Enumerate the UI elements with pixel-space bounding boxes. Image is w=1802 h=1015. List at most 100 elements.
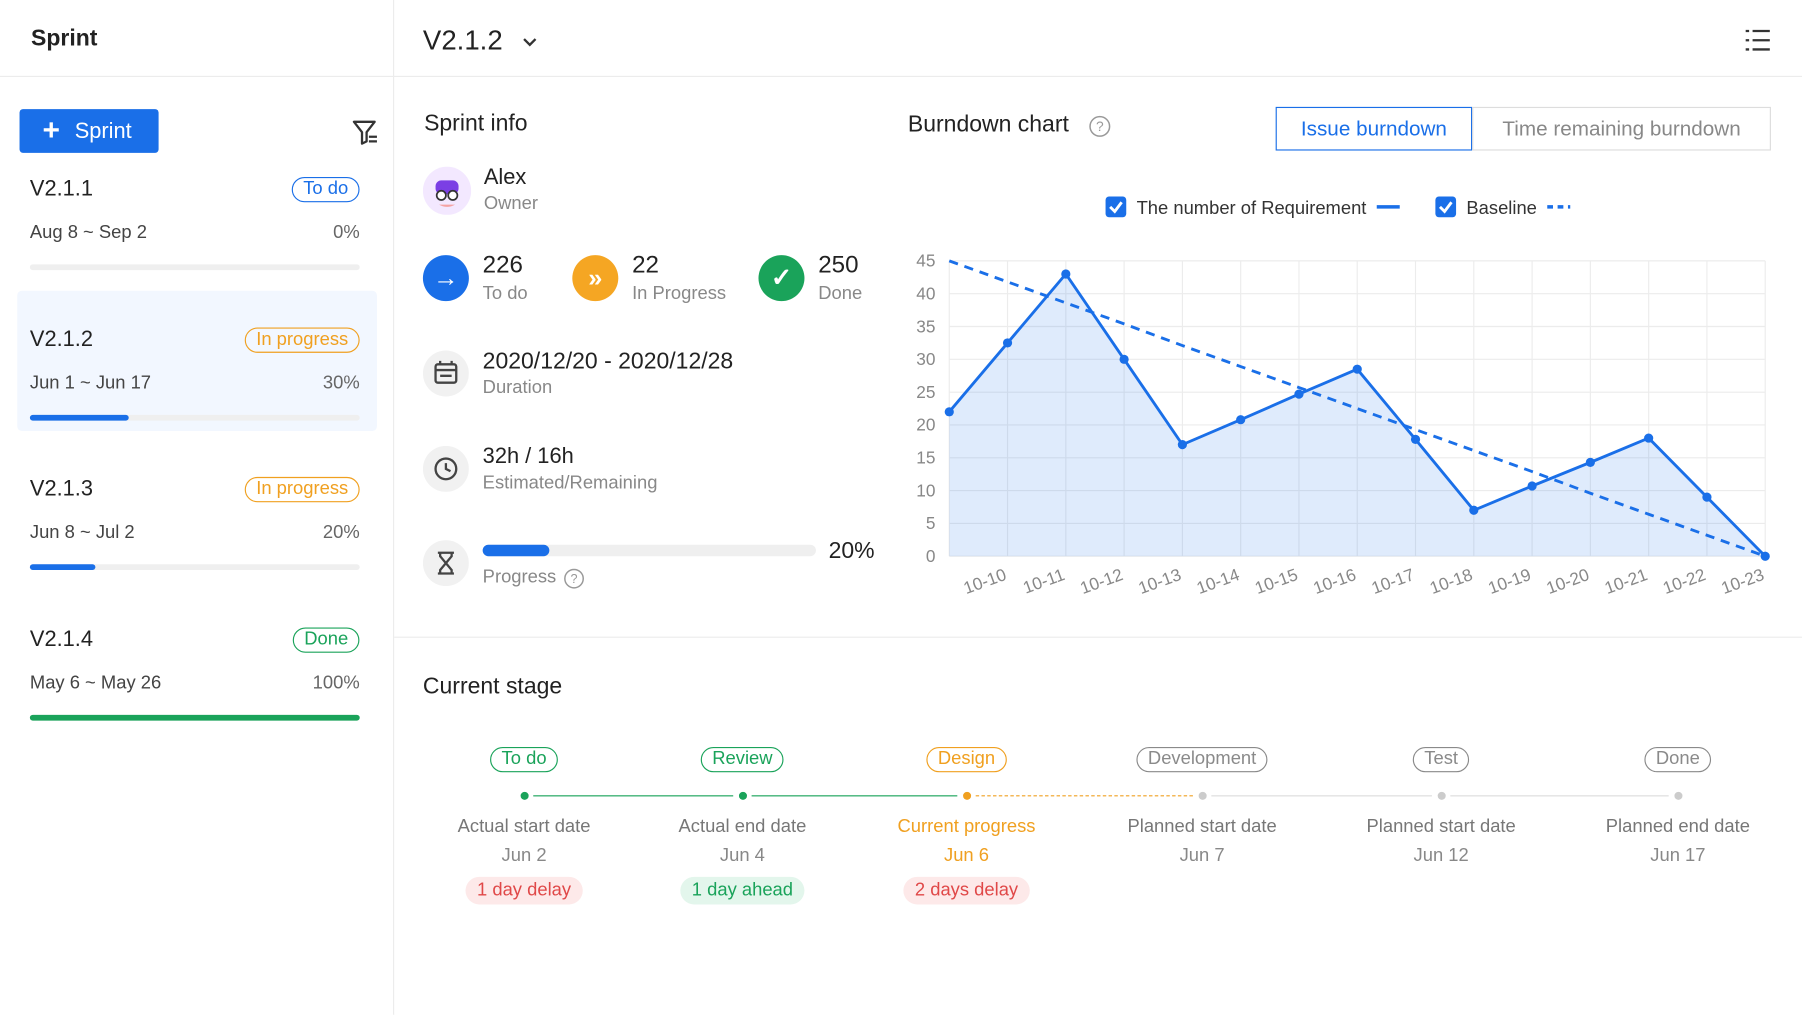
y-tick-label: 10 bbox=[916, 480, 935, 500]
stage-connector bbox=[1211, 795, 1432, 797]
tab[interactable]: Time remaining burndown bbox=[1472, 106, 1771, 151]
y-tick-label: 30 bbox=[916, 349, 935, 369]
sprint-card[interactable] bbox=[17, 440, 377, 580]
stage-label: Planned start date bbox=[1127, 817, 1277, 837]
calendar-icon bbox=[422, 350, 469, 397]
stage-date: Jun 4 bbox=[719, 845, 765, 866]
sprint-card[interactable] bbox=[17, 290, 377, 431]
burndown-chart: The number of Requirement Baseline 0 5 10 15 2… bbox=[916, 196, 1770, 598]
y-tick-label: 5 bbox=[926, 513, 936, 533]
stat-count: 226 bbox=[482, 251, 523, 279]
y-tick-label: 0 bbox=[926, 546, 936, 566]
section-title: Current stage bbox=[422, 674, 563, 700]
svg-text:?: ? bbox=[1096, 119, 1104, 134]
progress-bar bbox=[29, 414, 129, 421]
legend-check bbox=[1438, 201, 1453, 214]
x-tick-label: 10-14 bbox=[1194, 564, 1243, 598]
sprint-name: V2.1.4 bbox=[29, 626, 94, 652]
sprint-dates: Jun 8 ~ Jul 2 bbox=[29, 522, 135, 543]
x-tick-label: 10-23 bbox=[1718, 564, 1766, 598]
data-point bbox=[1177, 440, 1187, 450]
data-point bbox=[1585, 457, 1595, 467]
stage-note: 1 day delay bbox=[465, 876, 583, 905]
stage-label: Actual end date bbox=[678, 817, 807, 837]
x-tick-label: 10-11 bbox=[1020, 564, 1067, 597]
stage-label: Current progress bbox=[897, 817, 1036, 837]
sprint-dates: Jun 1 ~ Jun 17 bbox=[29, 372, 152, 393]
progress-track bbox=[29, 714, 360, 720]
filter-icon[interactable] bbox=[352, 118, 380, 146]
area bbox=[949, 274, 1766, 557]
y-tick-label: 20 bbox=[916, 415, 935, 435]
stage-dot bbox=[520, 791, 529, 800]
owner-role: Owner bbox=[483, 194, 538, 214]
stage-label: Planned start date bbox=[1366, 817, 1516, 837]
clock-icon bbox=[422, 445, 469, 492]
hourglass-icon bbox=[422, 540, 469, 587]
stat-label: In Progress bbox=[632, 283, 727, 304]
stage-status: Design bbox=[926, 746, 1007, 773]
stat-label: Done bbox=[818, 283, 863, 304]
stage-status: Done bbox=[1644, 746, 1712, 773]
data-point bbox=[1119, 354, 1129, 364]
y-tick-label: 15 bbox=[916, 448, 935, 468]
x-tick-label: 10-12 bbox=[1077, 564, 1125, 598]
x-tick-label: 10-17 bbox=[1369, 564, 1417, 598]
sprint-name: V2.1.1 bbox=[29, 176, 94, 202]
stage-label: Planned end date bbox=[1605, 817, 1750, 837]
sprint-status: To do bbox=[291, 176, 360, 203]
data-point bbox=[1352, 364, 1362, 374]
stat-count: 250 bbox=[818, 251, 859, 279]
stage-date: Jun 6 bbox=[944, 845, 989, 866]
duration: 2020/12/20 - 2020/12/28 bbox=[482, 348, 734, 375]
data-point bbox=[1760, 551, 1770, 561]
stage-status: Test bbox=[1412, 746, 1470, 773]
sprint-dates: Aug 8 ~ Sep 2 bbox=[29, 222, 147, 243]
legend-checkbox bbox=[1435, 196, 1457, 218]
stage-status: Review bbox=[700, 746, 785, 773]
stat-icon: » bbox=[572, 255, 619, 302]
help-icon[interactable]: ? bbox=[1088, 115, 1111, 138]
x-tick-label: 10-21 bbox=[1602, 564, 1650, 598]
sprint-dates: May 6 ~ May 26 bbox=[29, 672, 162, 693]
x-tick-label: 10-15 bbox=[1252, 564, 1300, 598]
help-icon[interactable]: ? bbox=[563, 568, 585, 590]
stage-status: Development bbox=[1136, 746, 1268, 773]
data-point bbox=[1061, 269, 1071, 279]
sprint-card[interactable] bbox=[17, 140, 377, 280]
legend-label: Baseline bbox=[1466, 197, 1537, 218]
sprint-status: In progress bbox=[244, 326, 360, 353]
stage-date: Jun 17 bbox=[1650, 845, 1706, 866]
data-point bbox=[1294, 389, 1304, 399]
data-point bbox=[944, 407, 954, 417]
sprint-card[interactable] bbox=[17, 590, 377, 730]
progress-bar bbox=[482, 544, 550, 557]
sprint-progress-label: 100% bbox=[312, 672, 360, 693]
stat-icon: ✓ bbox=[758, 255, 805, 302]
sidebar-title: Sprint bbox=[31, 25, 98, 52]
tab[interactable]: Issue burndown bbox=[1275, 106, 1473, 151]
new-sprint-button[interactable]: + Sprint bbox=[19, 109, 159, 153]
stage-dot bbox=[1437, 791, 1446, 800]
data-point bbox=[1469, 505, 1479, 515]
data-point bbox=[1002, 338, 1013, 348]
stage-connector bbox=[751, 795, 958, 797]
header-divider bbox=[0, 75, 1802, 77]
stage-dot bbox=[1673, 791, 1682, 800]
x-tick-label: 10-10 bbox=[961, 564, 1009, 598]
y-tick-label: 45 bbox=[916, 251, 935, 271]
chart-title: Burndown chart bbox=[907, 112, 1069, 138]
version-select[interactable]: V2.1.2 bbox=[422, 25, 503, 57]
progress-track bbox=[29, 564, 360, 571]
data-point bbox=[1702, 492, 1712, 502]
avatar bbox=[422, 166, 472, 215]
stage-connector bbox=[975, 795, 1193, 797]
legend-label: The number of Requirement bbox=[1137, 197, 1367, 218]
menu-icon[interactable] bbox=[1745, 28, 1773, 53]
stat-count: 22 bbox=[632, 251, 659, 279]
y-tick-label: 35 bbox=[916, 316, 935, 336]
dropdown-icon[interactable] bbox=[521, 32, 539, 50]
plus-icon: + bbox=[42, 112, 60, 148]
sprint-status: Done bbox=[292, 626, 360, 653]
data-point bbox=[1410, 434, 1421, 444]
